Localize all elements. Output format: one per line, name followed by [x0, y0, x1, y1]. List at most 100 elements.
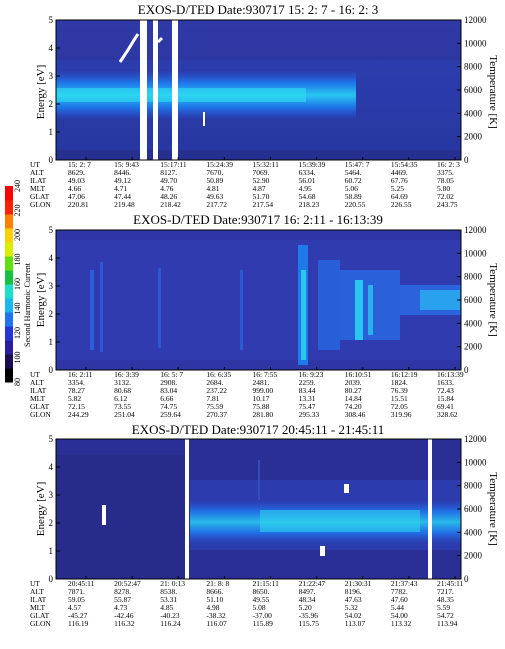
y-right-tick-label: 2000 — [464, 132, 483, 142]
table-cell: 16: 6:35 — [206, 370, 231, 379]
table-cell: 48.26 — [160, 192, 177, 201]
colorbar-tick-label: 120 — [13, 327, 22, 339]
table-cell: 15:39:39 — [299, 160, 326, 169]
table-cell: 49.55 — [253, 595, 270, 604]
y-right-tick-label: 4000 — [464, 108, 483, 118]
table-cell: 5.08 — [253, 603, 266, 612]
colorbar-swatch — [5, 228, 13, 243]
panel-3: EXOS-D/TED Date:930717 20:45:11 - 21:45:… — [30, 422, 499, 628]
y-tick-label: 0 — [49, 365, 54, 375]
table-row-label: GLAT — [30, 611, 50, 620]
table-cell: 15.84 — [437, 394, 454, 403]
table-cell: 54.00 — [391, 611, 408, 620]
table-cell: 67.76 — [391, 176, 408, 185]
panel-1-heatmap — [56, 20, 461, 160]
table-cell: 8127. — [160, 168, 177, 177]
table-row-label: GLON — [30, 619, 51, 628]
panel-3-heatmap — [56, 439, 461, 579]
colorbar-swatch — [5, 214, 13, 229]
table-cell: 7217. — [437, 587, 454, 596]
table-cell: 328.62 — [437, 410, 458, 419]
y-tick-label: 3 — [49, 71, 54, 81]
colorbar-swatch — [5, 298, 13, 313]
table-row-label: MLT — [30, 184, 46, 193]
table-cell: 5.59 — [437, 603, 450, 612]
colorbar-swatch — [5, 368, 13, 383]
y-right-tick-label: 4000 — [464, 318, 483, 328]
table-cell: 4.81 — [206, 184, 219, 193]
y-right-tick-label: 6000 — [464, 504, 483, 514]
table-cell: 319.96 — [391, 410, 412, 419]
panel-3-info-table: UTALTILATMLTGLATGLON20:45:117871.59.054.… — [30, 576, 464, 628]
table-cell: -35.96 — [299, 611, 319, 620]
panel-2-title: EXOS-D/TED Date:930717 16: 2:11 - 16:13:… — [133, 212, 383, 227]
table-cell: 218.42 — [160, 200, 181, 209]
table-cell: 16:13:39 — [437, 370, 464, 379]
colorbar-swatch — [5, 186, 13, 201]
table-cell: 21: 8: 8 — [206, 579, 229, 588]
table-cell: 15:47: 7 — [345, 160, 370, 169]
table-cell: 75.47 — [299, 402, 316, 411]
table-cell: 220.55 — [345, 200, 366, 209]
table-cell: 51.70 — [253, 192, 270, 201]
table-cell: 60.72 — [345, 176, 362, 185]
table-cell: -45.27 — [68, 611, 88, 620]
table-cell: 8650. — [253, 587, 270, 596]
colorbar-swatch — [5, 340, 13, 355]
table-cell: 78.05 — [437, 176, 454, 185]
table-cell: 16: 7:55 — [253, 370, 278, 379]
table-cell: 21:15:11 — [253, 579, 280, 588]
table-row-label: ALT — [30, 378, 44, 387]
y-tick-label: 0 — [49, 574, 54, 584]
panel-3-title: EXOS-D/TED Date:930717 20:45:11 - 21:45:… — [132, 422, 385, 437]
y-tick-label: 4 — [49, 43, 54, 53]
table-cell: 116.07 — [206, 619, 227, 628]
y-tick-label: 5 — [49, 15, 54, 25]
y-right-tick-label: 2000 — [464, 551, 483, 561]
panel-2-y-right-ticks: 0 2000 4000 6000 8000 10000 12000 — [457, 225, 487, 375]
panel-3-ylabel: Energy [eV] — [35, 482, 47, 536]
table-cell: 16:10:51 — [345, 370, 372, 379]
y-right-tick-label: 12000 — [464, 15, 487, 25]
table-cell: 8629. — [68, 168, 85, 177]
table-cell: 116.24 — [160, 619, 181, 628]
table-cell: 218.23 — [299, 200, 320, 209]
table-cell: 7871. — [68, 587, 85, 596]
colorbar-swatch — [5, 200, 13, 215]
table-cell: 6.66 — [160, 394, 173, 403]
table-cell: 15:24:39 — [206, 160, 233, 169]
colorbar-tick-label: 220 — [13, 205, 22, 217]
y-tick-label: 1 — [49, 546, 54, 556]
table-cell: 2908. — [160, 378, 177, 387]
table-cell: 4.85 — [160, 603, 173, 612]
colorbar-swatch — [5, 326, 13, 341]
table-cell: 75.59 — [206, 402, 223, 411]
panel-3-ylabel-right: Temperature [K] — [487, 472, 499, 545]
y-right-tick-label: 10000 — [464, 38, 487, 48]
table-cell: 75.88 — [253, 402, 270, 411]
table-cell: 48.35 — [437, 595, 454, 604]
table-cell: 13.31 — [299, 394, 316, 403]
colorbar-swatch — [5, 256, 13, 271]
table-cell: 1824. — [391, 378, 408, 387]
table-row-label: GLAT — [30, 192, 50, 201]
table-cell: 15.51 — [391, 394, 408, 403]
colorbar-label: Second Harmonic Current — [23, 262, 32, 347]
table-cell: 3375. — [437, 168, 454, 177]
table-row-label: UT — [30, 370, 40, 379]
table-cell: 21:30:31 — [345, 579, 372, 588]
table-cell: 217.72 — [206, 200, 227, 209]
table-cell: 5.25 — [391, 184, 404, 193]
table-cell: 4.57 — [68, 603, 81, 612]
table-cell: 51.10 — [206, 595, 223, 604]
table-row-label: ALT — [30, 587, 44, 596]
table-cell: 21: 0:13 — [160, 579, 185, 588]
table-cell: 4.66 — [68, 184, 81, 193]
colorbar-swatch — [5, 270, 13, 285]
table-cell: 74.75 — [160, 402, 177, 411]
colorbar-swatch — [5, 242, 13, 257]
table-cell: -42.46 — [114, 611, 134, 620]
panel-1: EXOS-D/TED Date:930717 15: 2: 7 - 16: 2:… — [30, 2, 499, 209]
